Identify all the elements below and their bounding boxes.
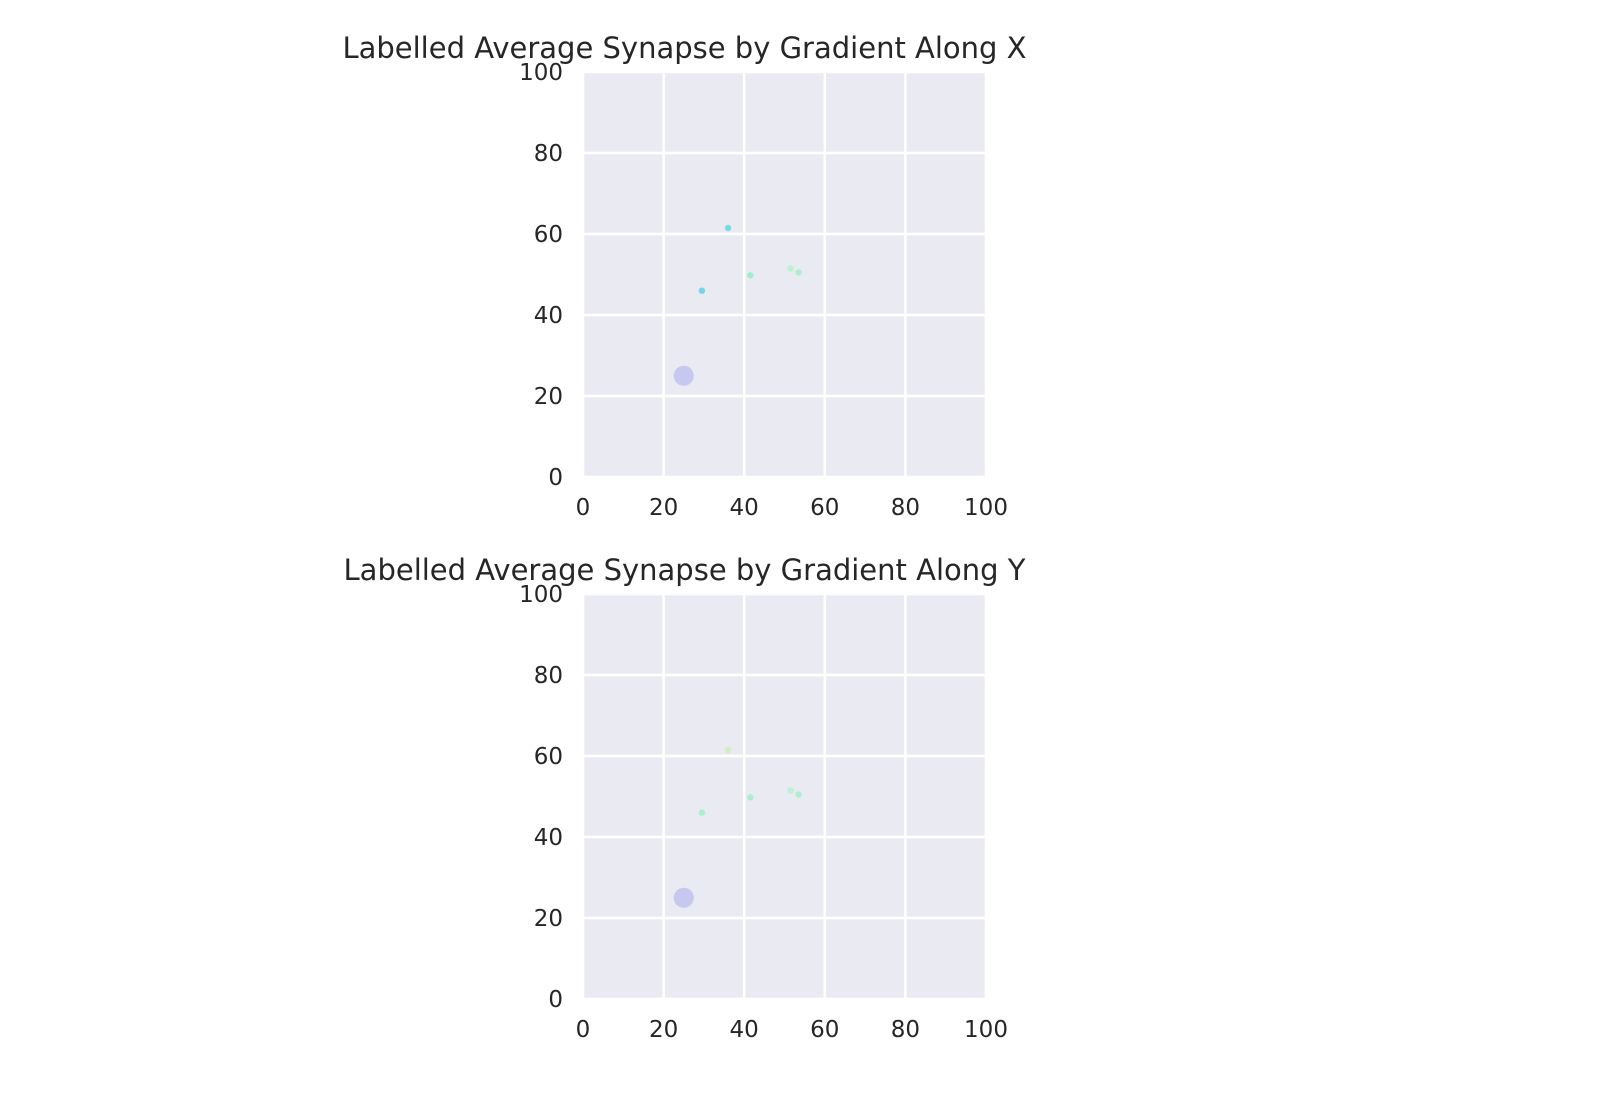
y-tick-label: 100 (519, 60, 563, 86)
y-tick-label: 60 (534, 222, 563, 248)
y-tick-label: 60 (534, 744, 563, 770)
scatter-point (747, 794, 754, 801)
y-tick-label: 100 (519, 582, 563, 608)
y-tick-label: 80 (534, 141, 563, 167)
y-tick-label: 0 (548, 465, 563, 491)
scatter-point (673, 887, 694, 908)
scatter-point (787, 265, 794, 272)
y-tick-label: 20 (534, 384, 563, 410)
scatter-point (795, 791, 802, 798)
x-tick-label: 100 (964, 495, 1008, 521)
scatter-point (795, 269, 802, 276)
x-tick-label: 80 (891, 1017, 920, 1043)
plot-area (583, 594, 986, 999)
scatter-point (787, 787, 794, 794)
x-tick-label: 40 (730, 495, 759, 521)
chart-title: Labelled Average Synapse by Gradient Alo… (342, 31, 1026, 65)
y-tick-label: 40 (534, 303, 563, 329)
scatter-point (673, 365, 694, 386)
x-tick-label: 60 (810, 1017, 839, 1043)
plot-area (583, 72, 986, 477)
scatter-point (747, 272, 754, 279)
x-tick-label: 80 (891, 495, 920, 521)
x-tick-label: 60 (810, 495, 839, 521)
scatter-point (724, 224, 732, 232)
x-tick-label: 100 (964, 1017, 1008, 1043)
x-tick-label: 20 (649, 495, 678, 521)
y-tick-label: 40 (534, 825, 563, 851)
y-tick-label: 80 (534, 663, 563, 689)
scatter-point (698, 287, 706, 294)
y-tick-label: 20 (534, 906, 563, 932)
x-tick-label: 0 (576, 495, 591, 521)
x-tick-label: 20 (649, 1017, 678, 1043)
scatter-point (724, 746, 732, 754)
x-tick-label: 40 (730, 1017, 759, 1043)
y-tick-label: 0 (548, 987, 563, 1013)
x-tick-label: 0 (576, 1017, 591, 1043)
scatter-point (698, 809, 706, 816)
chart-title: Labelled Average Synapse by Gradient Alo… (344, 553, 1026, 587)
